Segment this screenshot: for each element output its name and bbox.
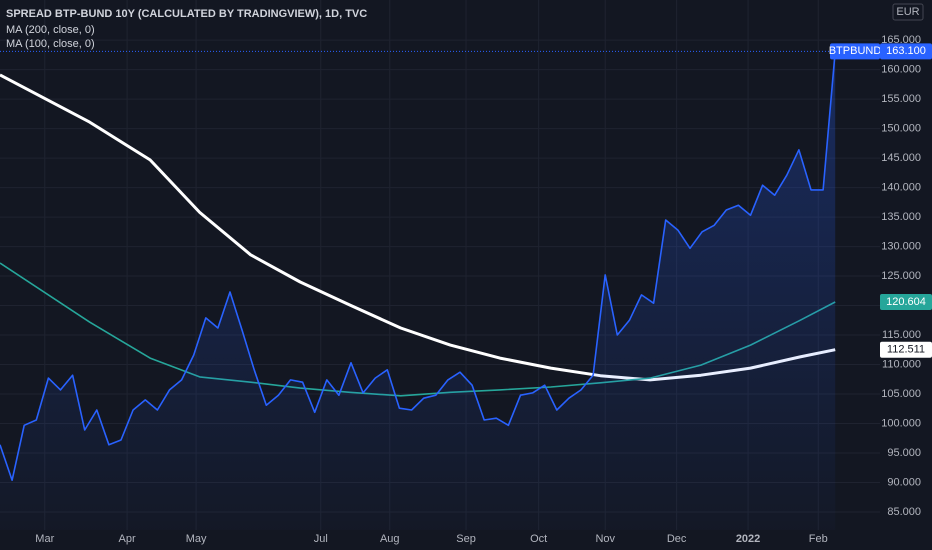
y-tick-label: 85.000: [887, 506, 921, 518]
price-tag: [880, 293, 932, 310]
y-tick-label: 95.000: [887, 447, 921, 459]
chart-title: SPREAD BTP-BUND 10Y (CALCULATED BY TRADI…: [6, 8, 367, 20]
axes: 85.000 90.000 95.000 100.000 105.000 110.000 1…: [35, 3, 932, 545]
y-tick-label: 115.000: [882, 329, 921, 341]
x-tick-label: Feb: [809, 533, 828, 545]
x-tick-label: Aug: [380, 533, 400, 545]
x-tick-label: Dec: [667, 533, 687, 545]
price-tag-label: 163.100: [886, 45, 926, 57]
y-tick-label: 145.000: [881, 152, 921, 164]
x-tick-label: Mar: [35, 533, 54, 545]
x-tick-label: Sep: [456, 533, 476, 545]
y-tick-label: 140.000: [881, 181, 921, 193]
x-tick-label: Jul: [314, 533, 328, 545]
area: [0, 51, 836, 531]
legend: SPREAD BTP-BUND 10Y (CALCULATED BY TRADI…: [6, 8, 367, 50]
x-tick-label: 2022: [736, 533, 760, 545]
x-tick-label: May: [186, 533, 207, 545]
plot-area: [0, 50, 880, 531]
legend-entry: MA (100, close, 0): [6, 38, 95, 50]
price-tag: [880, 43, 932, 60]
y-tick-label: 150.000: [881, 122, 921, 134]
y-tick-label: 90.000: [887, 476, 921, 488]
x-tick-label: Nov: [595, 533, 615, 545]
y-tick-label: 110.000: [882, 358, 921, 370]
y-tick-label: 135.000: [881, 211, 921, 223]
price-tag: [880, 341, 932, 358]
x-tick-label: Apr: [119, 533, 136, 545]
series-tag: [830, 43, 880, 60]
y-tick-label: 160.000: [881, 64, 921, 76]
y-tick-label: 155.000: [881, 93, 921, 105]
y-tick-label: 130.000: [881, 240, 921, 252]
y-tick-label: 105.000: [881, 388, 921, 400]
x-tick-label: Oct: [530, 533, 547, 545]
currency-label: EUR: [896, 6, 919, 18]
currency-box: [892, 3, 924, 21]
y-tick-label: 100.000: [881, 417, 921, 429]
price-tag-label: 112.511: [887, 344, 925, 356]
line: [0, 51, 836, 481]
series-tag-label: BTPBUND: [829, 45, 882, 57]
price-tag-label: 120.604: [886, 296, 926, 308]
y-tick-label: 125.000: [881, 270, 921, 282]
legend-entry: MA (200, close, 0): [6, 24, 95, 36]
y-tick-label: 165.000: [881, 34, 921, 46]
